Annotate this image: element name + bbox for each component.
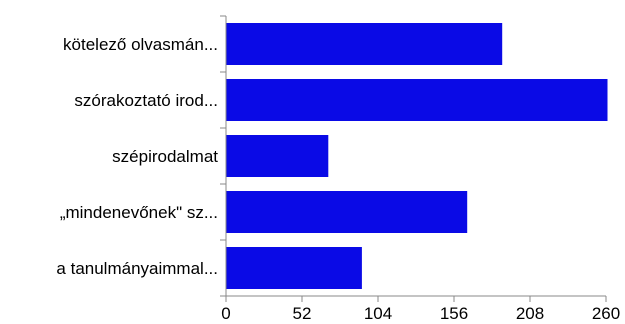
bars-group bbox=[226, 23, 608, 289]
bar bbox=[226, 135, 329, 177]
category-label: a tanulmányaimmal... bbox=[56, 259, 218, 278]
x-tick-label: 260 bbox=[592, 304, 620, 323]
bar bbox=[226, 23, 503, 65]
category-label: kötelező olvasmán... bbox=[63, 35, 218, 54]
x-tick-label: 156 bbox=[440, 304, 468, 323]
category-labels-group: kötelező olvasmán... szórakoztató irod...… bbox=[56, 35, 218, 278]
bar bbox=[226, 247, 362, 289]
bar bbox=[226, 191, 468, 233]
tick-labels-group: 0 52 104 156 208 260 bbox=[221, 304, 620, 323]
bar bbox=[226, 79, 608, 121]
x-tick-label: 52 bbox=[293, 304, 312, 323]
x-tick-label: 208 bbox=[516, 304, 544, 323]
axes-group bbox=[220, 15, 607, 302]
category-label: szórakoztató irod... bbox=[74, 91, 218, 110]
x-tick-label: 0 bbox=[221, 304, 230, 323]
x-tick-label: 104 bbox=[364, 304, 392, 323]
category-label: szépirodalmat bbox=[112, 147, 218, 166]
category-label: „mindenevőnek" sz... bbox=[60, 203, 218, 222]
